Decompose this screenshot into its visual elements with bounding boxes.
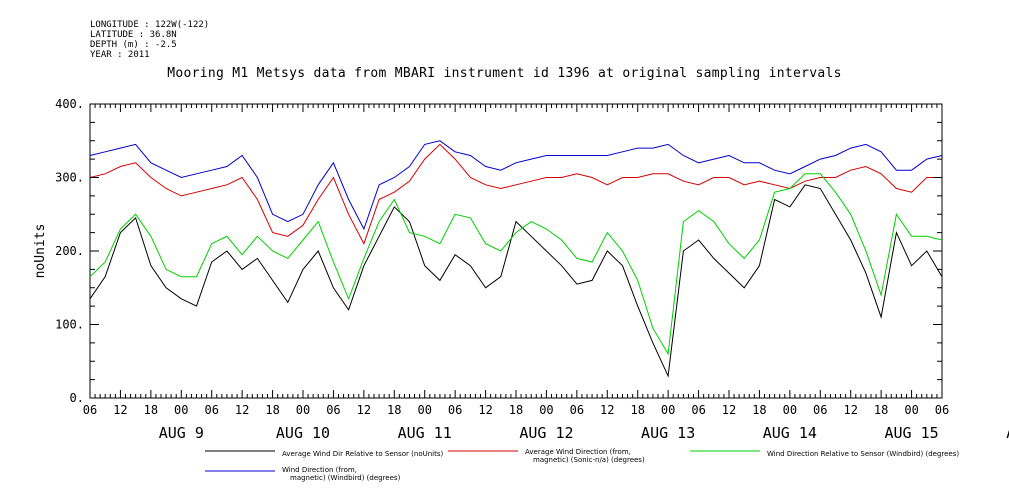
x-day-label: AUG 9 [159,424,204,442]
x-tick-label: 06 [691,403,705,417]
x-tick-label: 18 [752,403,766,417]
depth-label: DEPTH (m) : -2.5 [90,40,177,50]
x-tick-label: 00 [296,403,310,417]
x-tick-label: 18 [509,403,523,417]
x-tick-label: 00 [661,403,675,417]
y-tick-label: 0. [70,391,84,405]
y-tick-label: 400. [55,97,84,111]
x-tick-label: 00 [783,403,797,417]
y-tick-label: 300. [55,171,84,185]
x-day-label: AUG 12 [519,424,573,442]
year-label: YEAR : 2011 [90,50,150,60]
x-tick-label: 00 [417,403,431,417]
series-line-3 [89,173,943,356]
x-day-label: AUG 11 [398,424,452,442]
x-day-label: AUG 10 [276,424,330,442]
longitude-label: LONGITUDE : 122W(-122) [90,20,210,30]
y-axis-label: noUnits [33,224,48,279]
x-tick-label: 12 [722,403,736,417]
x-tick-label: 18 [874,403,888,417]
chart-title: Mooring M1 Metsys data from MBARI instru… [167,66,842,81]
legend-label-1: Average Wind Dir Relative to Sensor (noU… [282,450,443,458]
x-tick-label: 18 [387,403,401,417]
metadata-block: LONGITUDE : 122W(-122) LATITUDE : 36.8N … [90,20,209,60]
x-tick-label: 06 [448,403,462,417]
x-tick-label: 06 [813,403,827,417]
x-tick-label: 06 [204,403,218,417]
x-day-label: AUG 15 [884,424,938,442]
x-tick-label: 18 [265,403,279,417]
legend-label-4: Wind Direction (from, [282,466,357,474]
x-tick-label: 12 [478,403,492,417]
chart-legend: Average Wind Dir Relative to Sensor (noU… [205,448,959,482]
latitude-label: LATITUDE : 36.8N [90,30,177,40]
x-tick-label: 06 [83,403,97,417]
series-line-4 [89,140,943,231]
x-tick-label: 06 [935,403,949,417]
x-tick-label: 12 [843,403,857,417]
plot-frame [89,103,943,399]
series-line-2 [89,143,942,245]
x-tick-label: 06 [570,403,584,417]
y-tick-label: 100. [55,318,84,332]
legend-label-4-line2: magnetic) (Windbird) (degrees) [290,474,401,482]
legend-label-2-line2: magnetic) (Sonic-n/a) (degrees) [533,456,645,464]
x-tick-label: 00 [539,403,553,417]
legend-label-2: Average Wind Direction (from, [525,448,631,456]
x-tick-label: 06 [326,403,340,417]
x-tick-label: 12 [600,403,614,417]
x-tick-label: 18 [144,403,158,417]
x-day-label: AUG 16 [1006,424,1009,442]
x-tick-label: 00 [904,403,918,417]
x-day-label: AUG 13 [641,424,695,442]
chart-axes: noUnits [33,103,943,399]
y-tick-label: 200. [55,244,84,258]
x-tick-label: 18 [630,403,644,417]
chart-ticks: 0. 100. 200. 300. 400. 06 12 18 00 06 12 18 00 06 12 18… [55,97,1009,442]
series-line-1 [89,184,943,378]
x-tick-label: 12 [357,403,371,417]
x-day-label: AUG 14 [763,424,817,442]
x-tick-label: 00 [174,403,188,417]
x-tick-label: 12 [235,403,249,417]
legend-label-3: Wind Direction Relative to Sensor (Windb… [767,450,959,458]
x-tick-label: 12 [113,403,127,417]
chart-series-group [89,140,943,378]
